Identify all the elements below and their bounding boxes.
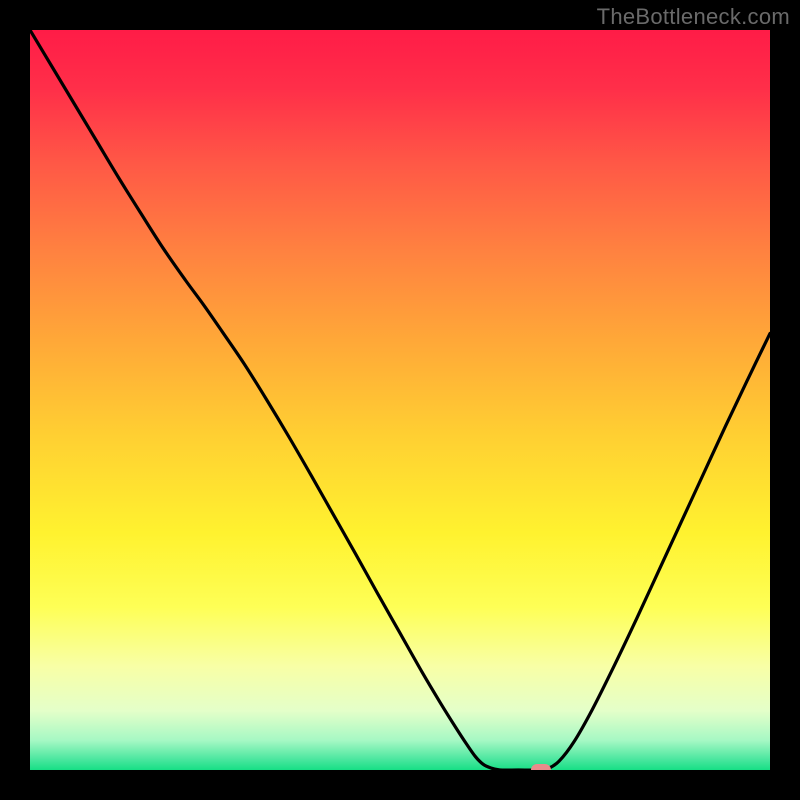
- chart-frame: TheBottleneck.com: [0, 0, 800, 800]
- plot-svg: [30, 30, 770, 770]
- plot-area: [30, 30, 770, 770]
- watermark-text: TheBottleneck.com: [597, 4, 790, 30]
- gradient-background: [30, 30, 770, 770]
